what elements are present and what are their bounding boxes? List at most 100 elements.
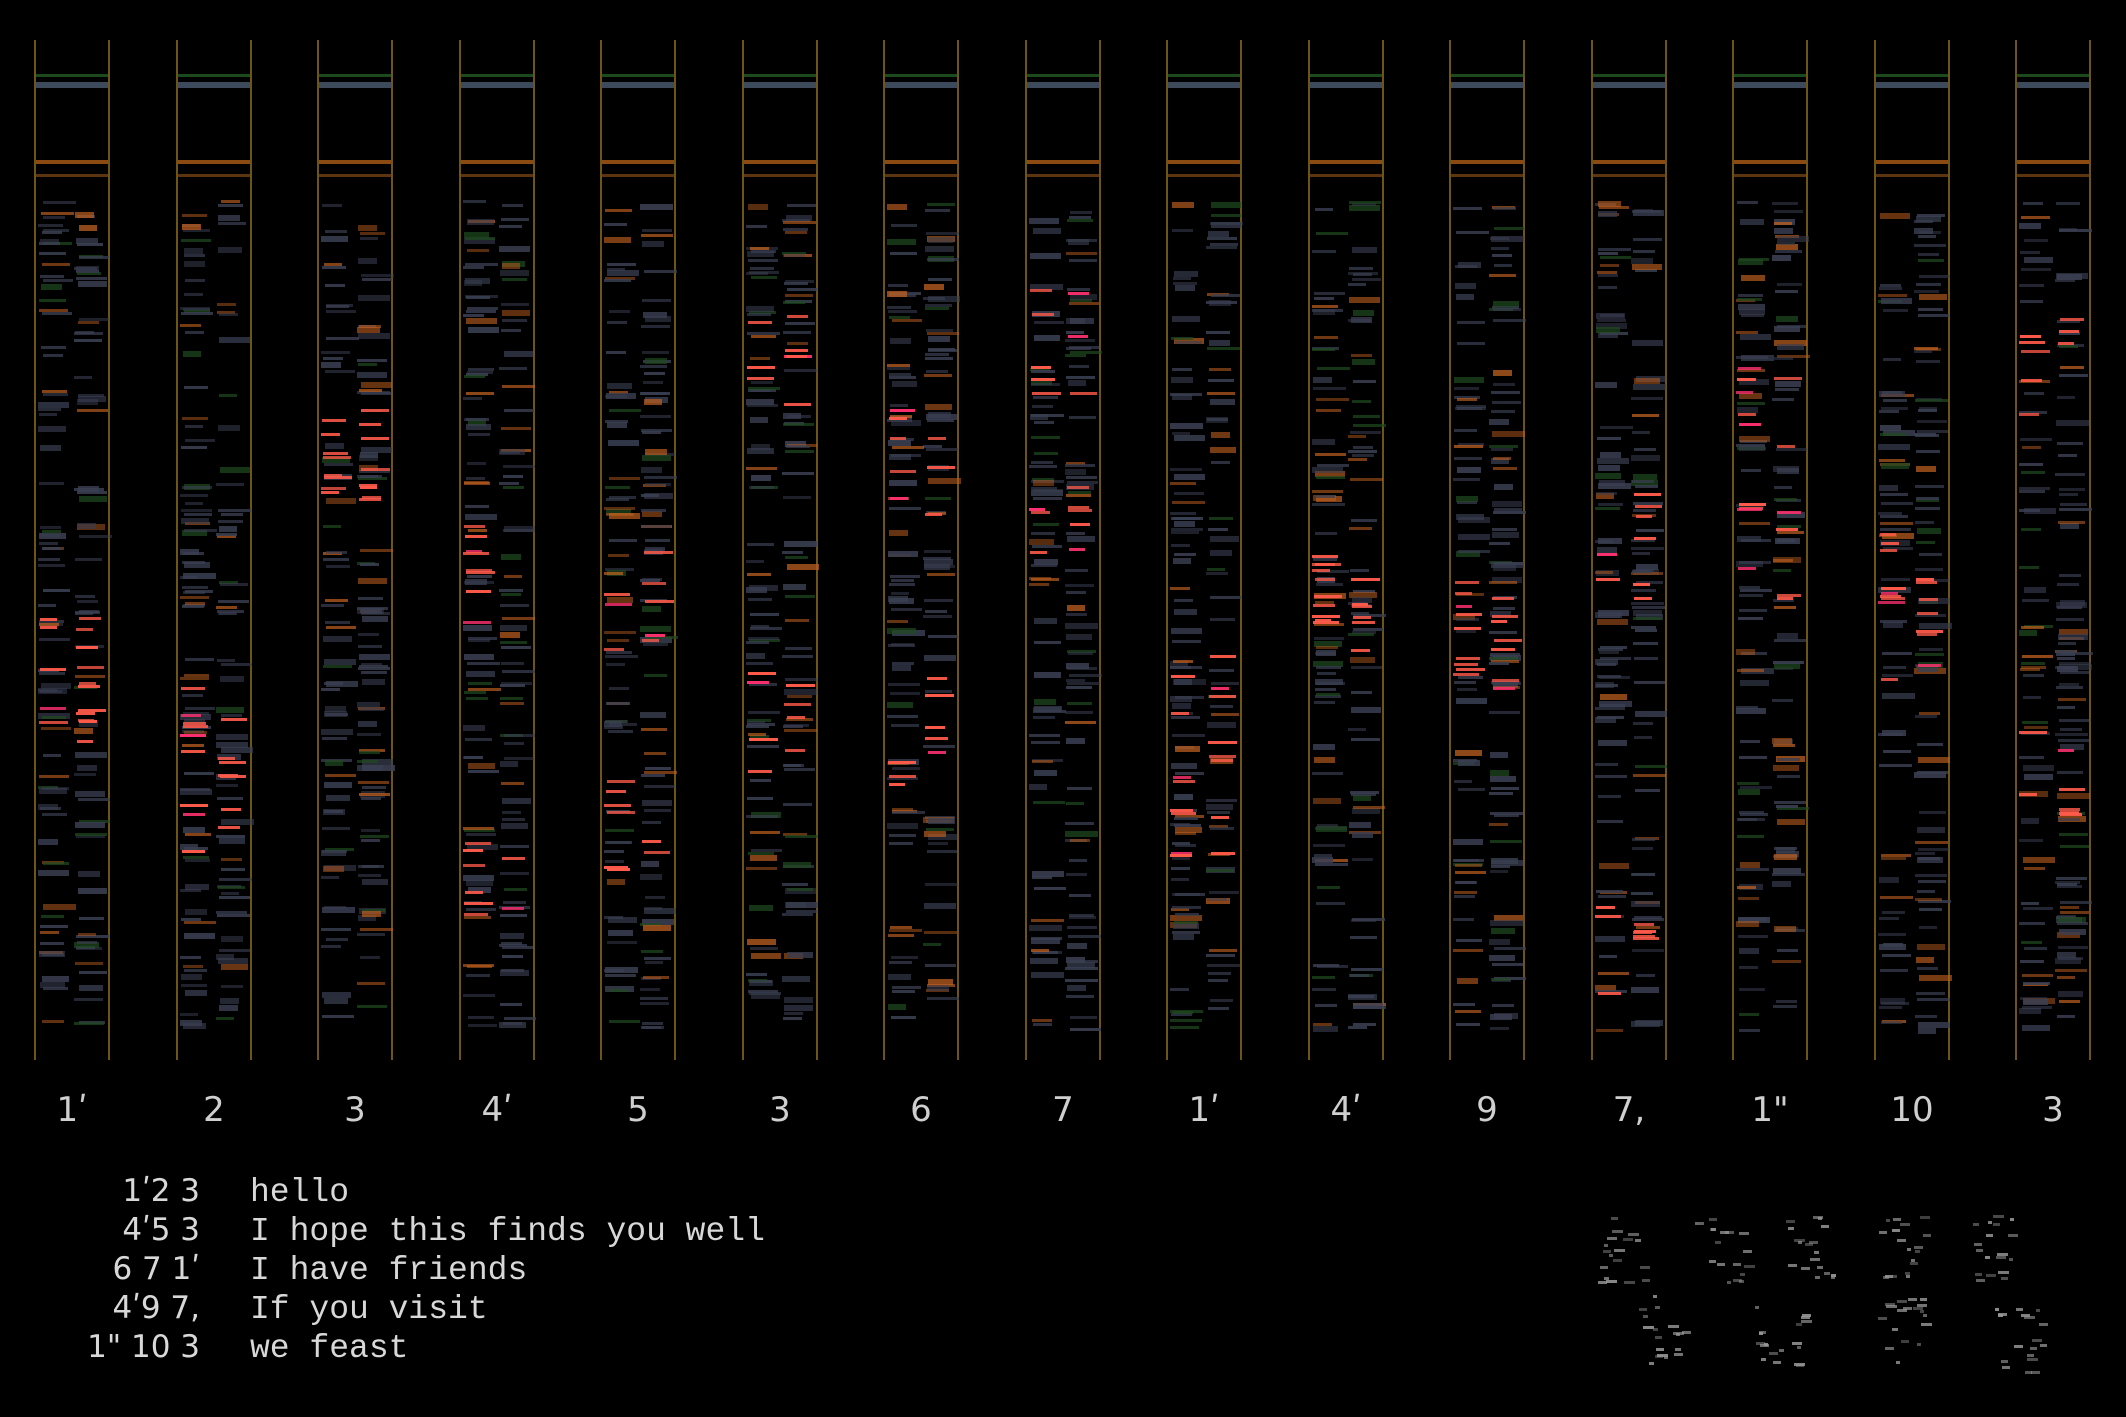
glyph-mark — [2036, 1309, 2040, 1312]
glyph-mark — [1643, 1326, 1654, 1329]
glyph-mark — [1600, 1266, 1608, 1269]
spectrogram-column — [34, 40, 112, 1060]
glyph-mark — [1664, 1356, 1668, 1359]
legend-message: If you visit — [250, 1291, 488, 1328]
glyph-mark — [1988, 1221, 1992, 1224]
glyph-mark — [1668, 1325, 1679, 1328]
glyph-mark — [1810, 1258, 1820, 1261]
glyph-mark — [1976, 1249, 1983, 1252]
glyph-mark — [1624, 1281, 1635, 1284]
glyph-mark — [1635, 1239, 1641, 1242]
glyph-mark — [1653, 1328, 1658, 1331]
glyph-mark — [1797, 1346, 1801, 1349]
column-label: 1" — [1751, 1090, 1789, 1130]
legend-message: I hope this finds you well — [250, 1213, 765, 1250]
glyph-mark — [1792, 1342, 1802, 1345]
glyph-mark — [1901, 1340, 1909, 1343]
glyph-mark — [1603, 1250, 1611, 1253]
glyph-mark — [1998, 1271, 2009, 1274]
glyph-mark — [1923, 1314, 1927, 1317]
glyph-mark — [1613, 1259, 1622, 1262]
glyph-mark — [1739, 1280, 1744, 1283]
glyph-mark — [1985, 1256, 1990, 1259]
column-label: 1ʹ — [1188, 1090, 1220, 1130]
glyph-mark — [1996, 1256, 2006, 1259]
glyph-mark — [1733, 1263, 1741, 1266]
glyph-mark — [1920, 1216, 1930, 1219]
glyph-pattern — [1598, 1190, 2070, 1374]
glyph-mark — [1711, 1228, 1716, 1231]
legend-row: 6 7 1ʹ I have friends — [30, 1250, 765, 1289]
glyph-mark — [1695, 1222, 1699, 1225]
glyph-mark — [1740, 1273, 1745, 1276]
glyph-mark — [1893, 1275, 1897, 1278]
column-label: 1ʹ — [56, 1090, 88, 1130]
glyph-mark — [1818, 1217, 1822, 1220]
glyph-mark — [2010, 1218, 2014, 1221]
glyph-mark — [1911, 1259, 1915, 1262]
glyph-mark — [1801, 1267, 1810, 1270]
glyph-mark — [2021, 1314, 2030, 1317]
glyph-mark — [1649, 1362, 1654, 1365]
glyph-mark — [2009, 1258, 2013, 1261]
glyph-mark — [1725, 1231, 1734, 1234]
glyph-mark — [1885, 1275, 1893, 1278]
glyph-mark — [1643, 1315, 1648, 1318]
column-label: 4ʹ — [481, 1090, 513, 1130]
column-label: 9 — [1476, 1090, 1498, 1130]
glyph-mark — [1801, 1316, 1810, 1319]
glyph-mark — [1794, 1363, 1805, 1366]
legend-code: 1" 10 3 — [87, 1329, 200, 1365]
glyph-mark — [1975, 1273, 1982, 1276]
glyph-mark — [1623, 1238, 1633, 1241]
glyph-mark — [1801, 1320, 1812, 1323]
glyph-mark — [1773, 1361, 1781, 1364]
legend: 1ʹ2 3 hello 4ʹ5 3 I hope this finds you we… — [30, 1172, 765, 1367]
glyph-mark — [1906, 1275, 1910, 1278]
glyph-mark — [1798, 1241, 1802, 1244]
glyph-mark — [2014, 1345, 2023, 1348]
legend-message: I have friends — [250, 1252, 528, 1289]
column-label: 4ʹ — [1330, 1090, 1362, 1130]
glyph-mark — [1653, 1295, 1657, 1298]
glyph-mark — [1655, 1355, 1663, 1358]
legend-row: 1ʹ2 3 hello — [30, 1172, 765, 1211]
glyph-mark — [1897, 1239, 1906, 1242]
glyph-mark — [1739, 1232, 1749, 1235]
glyph-mark — [2016, 1308, 2023, 1311]
glyph-mark — [1885, 1303, 1895, 1306]
glyph-mark — [1879, 1231, 1887, 1234]
glyph-mark — [1814, 1251, 1819, 1254]
legend-code: 4ʹ5 3 — [122, 1212, 200, 1248]
glyph-mark — [1675, 1348, 1681, 1351]
glyph-mark — [1717, 1263, 1725, 1266]
glyph-mark — [1805, 1243, 1813, 1246]
spectrogram-column — [317, 40, 395, 1060]
glyph-mark — [2031, 1371, 2040, 1374]
glyph-mark — [1628, 1233, 1639, 1236]
glyph-mark — [1699, 1222, 1704, 1225]
glyph-mark — [1831, 1274, 1836, 1277]
glyph-mark — [1920, 1298, 1927, 1301]
glyph-mark — [1674, 1353, 1683, 1356]
glyph-mark — [1796, 1323, 1802, 1326]
glyph-mark — [1756, 1342, 1765, 1345]
glyph-mark — [1914, 1246, 1923, 1249]
column-label: 10 — [1890, 1090, 1934, 1130]
legend-code: 4ʹ9 7, — [112, 1290, 200, 1326]
glyph-mark — [1794, 1239, 1805, 1242]
glyph-mark — [1824, 1272, 1830, 1275]
glyph-mark — [1831, 1276, 1835, 1279]
spectrogram-column — [600, 40, 678, 1060]
glyph-mark — [1761, 1358, 1766, 1361]
glyph-mark — [2040, 1344, 2047, 1347]
spectrogram-column — [1732, 40, 1810, 1060]
spectrogram-column — [2015, 40, 2093, 1060]
glyph-mark — [2024, 1316, 2035, 1319]
glyph-mark — [1886, 1219, 1890, 1222]
glyph-mark — [1655, 1336, 1662, 1339]
glyph-mark — [1676, 1333, 1680, 1336]
glyph-mark — [1998, 1313, 2007, 1316]
glyph-mark — [1598, 1281, 1607, 1284]
